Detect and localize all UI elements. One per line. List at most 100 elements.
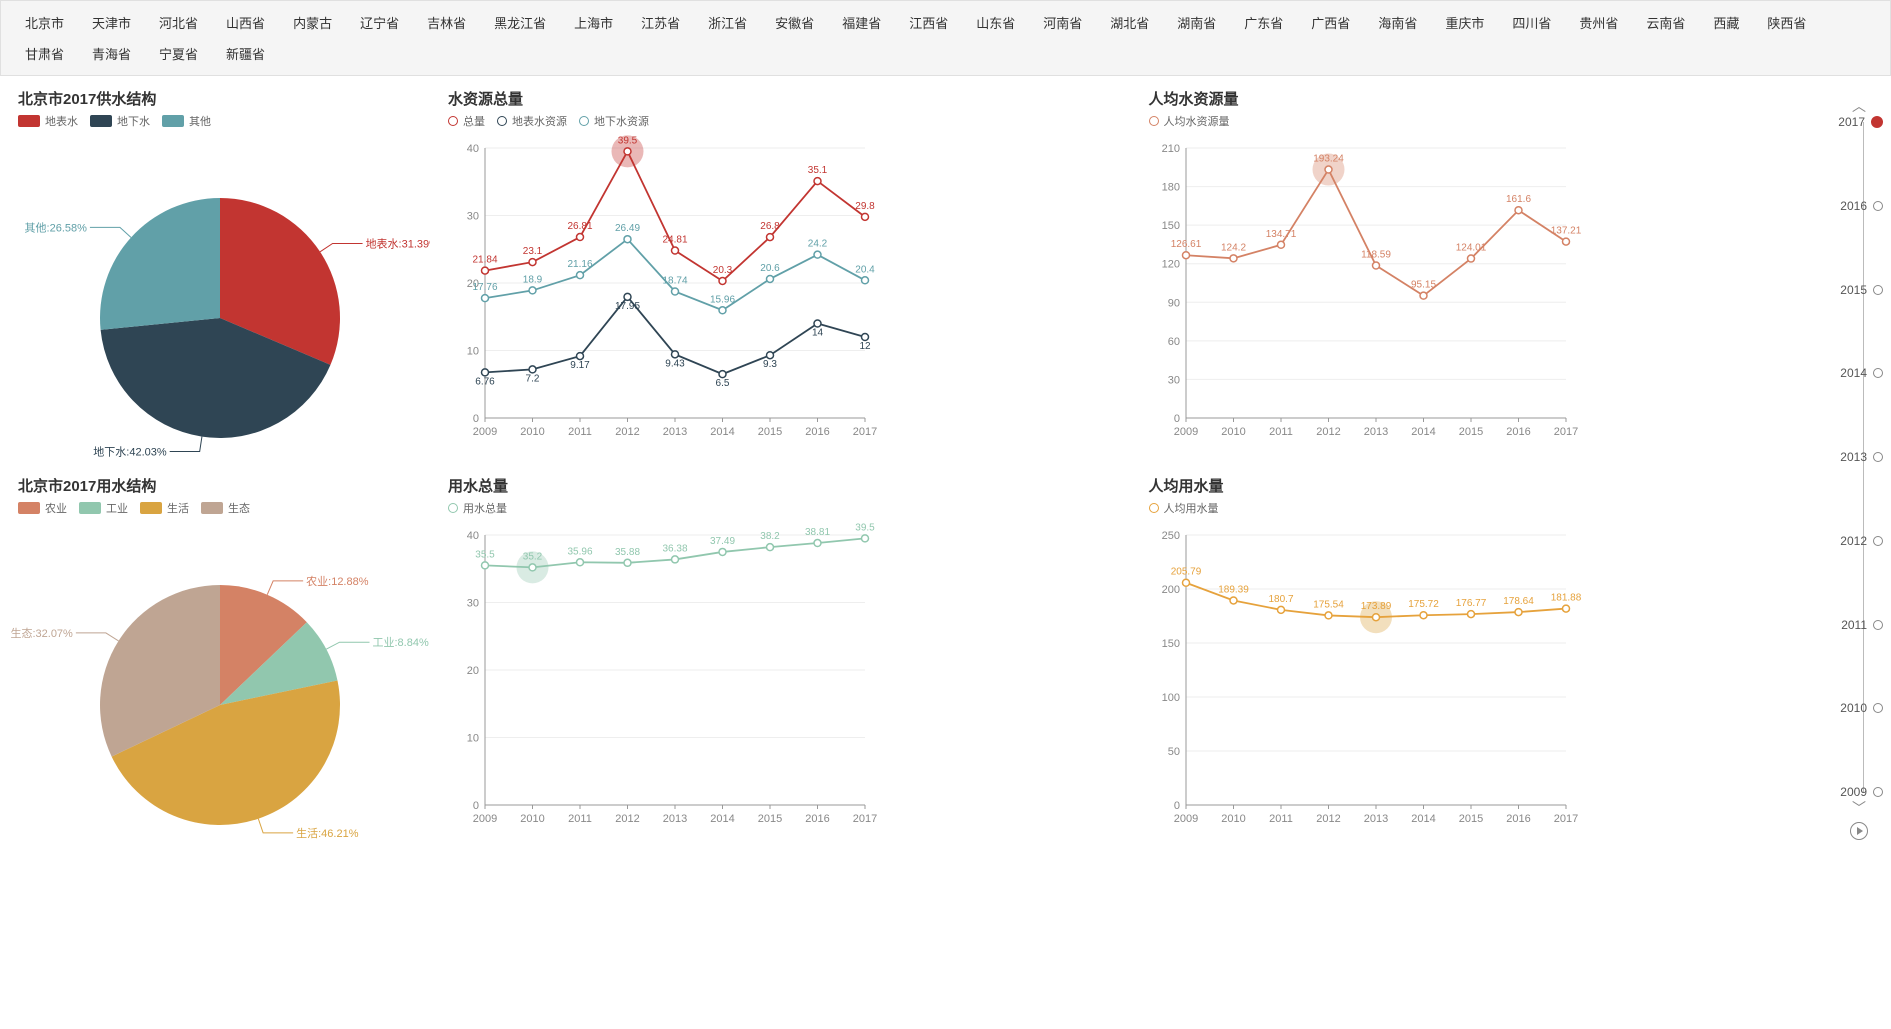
legend-item[interactable]: 农业 xyxy=(18,500,67,516)
data-point[interactable] xyxy=(767,544,774,551)
legend-item[interactable]: 生活 xyxy=(140,500,189,516)
data-point[interactable] xyxy=(719,277,726,284)
data-point[interactable] xyxy=(672,247,679,254)
data-point[interactable] xyxy=(767,234,774,241)
data-point[interactable] xyxy=(1420,292,1427,299)
data-point[interactable] xyxy=(1277,606,1284,613)
province-tab[interactable]: 山东省 xyxy=(962,7,1029,38)
data-point[interactable] xyxy=(1277,241,1284,248)
legend-item[interactable]: 其他 xyxy=(162,113,211,129)
data-point[interactable] xyxy=(529,366,536,373)
province-tab[interactable]: 天津市 xyxy=(78,7,145,38)
province-tab[interactable]: 青海省 xyxy=(78,38,145,69)
data-point[interactable] xyxy=(1562,605,1569,612)
data-point[interactable] xyxy=(1182,579,1189,586)
data-point[interactable] xyxy=(862,334,869,341)
province-tab[interactable]: 宁夏省 xyxy=(145,38,212,69)
legend-item[interactable]: 总量 xyxy=(448,113,485,129)
data-point[interactable] xyxy=(1182,252,1189,259)
timeline-year[interactable]: 2017 xyxy=(1831,115,1887,129)
data-point[interactable] xyxy=(624,293,631,300)
timeline-play-button[interactable] xyxy=(1850,822,1868,840)
data-point[interactable] xyxy=(577,272,584,279)
pie-slice[interactable] xyxy=(100,198,220,330)
data-point[interactable] xyxy=(1230,255,1237,262)
data-point[interactable] xyxy=(672,556,679,563)
province-tab[interactable]: 河北省 xyxy=(145,7,212,38)
province-tab[interactable]: 福建省 xyxy=(828,7,895,38)
data-point[interactable] xyxy=(719,548,726,555)
data-point[interactable] xyxy=(529,564,536,571)
province-tab[interactable]: 安徽省 xyxy=(761,7,828,38)
data-point[interactable] xyxy=(624,559,631,566)
province-tab[interactable]: 海南省 xyxy=(1364,7,1431,38)
data-point[interactable] xyxy=(1467,255,1474,262)
data-point[interactable] xyxy=(482,369,489,376)
timeline-up-icon[interactable]: ︿ xyxy=(1852,96,1866,116)
timeline-year[interactable]: 2009 xyxy=(1831,785,1887,799)
data-point[interactable] xyxy=(672,351,679,358)
province-tab[interactable]: 吉林省 xyxy=(413,7,480,38)
data-point[interactable] xyxy=(719,371,726,378)
legend-item[interactable]: 地下水资源 xyxy=(579,113,649,129)
data-point[interactable] xyxy=(482,562,489,569)
province-tab[interactable]: 河南省 xyxy=(1029,7,1096,38)
legend-item[interactable]: 人均水资源量 xyxy=(1149,113,1230,129)
province-tab[interactable]: 江苏省 xyxy=(627,7,694,38)
legend-item[interactable]: 人均用水量 xyxy=(1149,500,1219,516)
province-tab[interactable]: 云南省 xyxy=(1632,7,1699,38)
province-tab[interactable]: 辽宁省 xyxy=(346,7,413,38)
data-point[interactable] xyxy=(1420,612,1427,619)
data-point[interactable] xyxy=(862,213,869,220)
legend-item[interactable]: 地下水 xyxy=(90,113,150,129)
province-tab[interactable]: 甘肃省 xyxy=(11,38,78,69)
legend-item[interactable]: 工业 xyxy=(79,500,128,516)
data-point[interactable] xyxy=(529,259,536,266)
province-tab[interactable]: 广东省 xyxy=(1230,7,1297,38)
province-tab[interactable]: 陕西省 xyxy=(1753,7,1820,38)
data-point[interactable] xyxy=(482,295,489,302)
data-point[interactable] xyxy=(1515,609,1522,616)
province-tab[interactable]: 内蒙古 xyxy=(279,7,346,38)
timeline-year[interactable]: 2011 xyxy=(1831,618,1887,632)
data-point[interactable] xyxy=(1325,612,1332,619)
timeline-year[interactable]: 2016 xyxy=(1831,199,1887,213)
data-point[interactable] xyxy=(529,287,536,294)
data-point[interactable] xyxy=(482,267,489,274)
legend-item[interactable]: 地表水资源 xyxy=(497,113,567,129)
data-point[interactable] xyxy=(624,236,631,243)
province-tab[interactable]: 湖北省 xyxy=(1096,7,1163,38)
data-point[interactable] xyxy=(862,277,869,284)
province-tab[interactable]: 山西省 xyxy=(212,7,279,38)
data-point[interactable] xyxy=(577,559,584,566)
data-point[interactable] xyxy=(1562,238,1569,245)
timeline-year[interactable]: 2013 xyxy=(1831,450,1887,464)
province-tab[interactable]: 黑龙江省 xyxy=(480,7,560,38)
data-point[interactable] xyxy=(767,275,774,282)
data-point[interactable] xyxy=(1230,597,1237,604)
data-point[interactable] xyxy=(1372,614,1379,621)
data-point[interactable] xyxy=(862,535,869,542)
data-point[interactable] xyxy=(672,288,679,295)
data-point[interactable] xyxy=(1515,207,1522,214)
province-tab[interactable]: 北京市 xyxy=(11,7,78,38)
data-point[interactable] xyxy=(814,320,821,327)
legend-item[interactable]: 地表水 xyxy=(18,113,78,129)
timeline-year[interactable]: 2010 xyxy=(1831,701,1887,715)
legend-item[interactable]: 用水总量 xyxy=(448,500,507,516)
province-tab[interactable]: 江西省 xyxy=(895,7,962,38)
province-tab[interactable]: 西藏 xyxy=(1699,7,1753,38)
data-point[interactable] xyxy=(1325,166,1332,173)
data-point[interactable] xyxy=(1372,262,1379,269)
data-point[interactable] xyxy=(577,353,584,360)
province-tab[interactable]: 重庆市 xyxy=(1431,7,1498,38)
province-tab[interactable]: 新疆省 xyxy=(212,38,279,69)
data-point[interactable] xyxy=(814,251,821,258)
timeline-year[interactable]: 2014 xyxy=(1831,366,1887,380)
province-tab[interactable]: 上海市 xyxy=(560,7,627,38)
line-series[interactable] xyxy=(1186,170,1566,296)
data-point[interactable] xyxy=(719,307,726,314)
timeline-year[interactable]: 2015 xyxy=(1831,283,1887,297)
legend-item[interactable]: 生态 xyxy=(201,500,250,516)
data-point[interactable] xyxy=(814,178,821,185)
